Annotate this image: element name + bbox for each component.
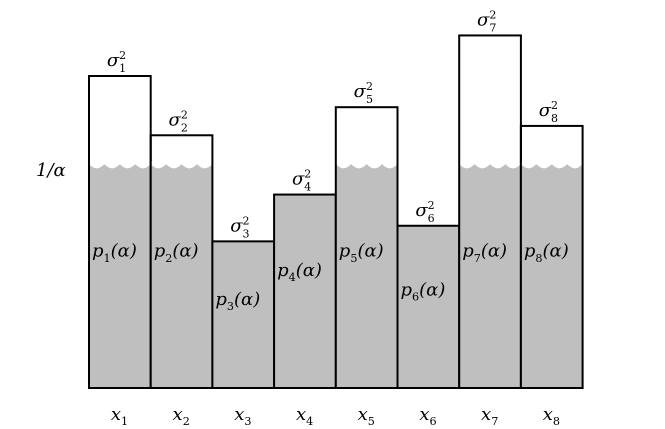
water-fill [150,163,213,388]
column-1 [88,75,152,389]
p-label: p1(α) [92,241,137,265]
sigma-label: σ2 4 [292,168,311,194]
sigma-label: σ2 6 [415,199,434,225]
x-label: x5 [358,404,375,428]
p-label: p7(α) [462,241,507,265]
x-label: x6 [419,404,436,428]
sigma-label: σ2 5 [354,80,373,106]
columns-layer [88,34,584,389]
p-label: p5(α) [339,241,384,265]
water-wave-line [150,162,213,169]
x-label: x1 [111,404,128,428]
x-label: x8 [543,404,560,428]
water-wave-line [335,162,398,169]
water-fill [520,163,583,388]
sigma-label: σ2 8 [539,99,558,125]
water-fill [459,163,521,388]
p-label: p6(α) [401,279,446,303]
column-6 [396,224,461,389]
x-label: x7 [481,404,498,428]
sigma-label: σ2 1 [107,49,126,75]
sigma-label: σ2 3 [230,214,249,240]
x-label: x4 [296,404,313,428]
water-fill [274,194,336,388]
column-2 [149,134,214,389]
x-label: x3 [234,404,251,428]
sigma-label: σ2 2 [169,108,188,134]
water-wave-line [520,162,583,169]
water-fill [335,163,398,388]
p-label: p8(α) [524,241,569,265]
column-7 [458,34,522,389]
column-3 [211,240,276,389]
labels-layer: σ2 1 p1(α) x1 σ2 2 p2(α) x2 σ2 3 p3(α) x3 σ2 4 p4(α) x4… [92,8,569,428]
water-fill [89,163,151,388]
sigma-label: σ2 7 [477,8,496,34]
x-label: x2 [173,404,190,428]
column-8 [519,124,584,389]
column-4 [273,193,337,389]
water-fill [397,225,460,388]
water-fill [212,241,275,388]
p-label: p2(α) [154,241,199,265]
water-level-label: 1/α [36,160,66,181]
water-wave-line [88,162,152,169]
p-label: p4(α) [277,260,322,284]
p-label: p3(α) [215,289,260,313]
water-wave-line [458,162,522,169]
